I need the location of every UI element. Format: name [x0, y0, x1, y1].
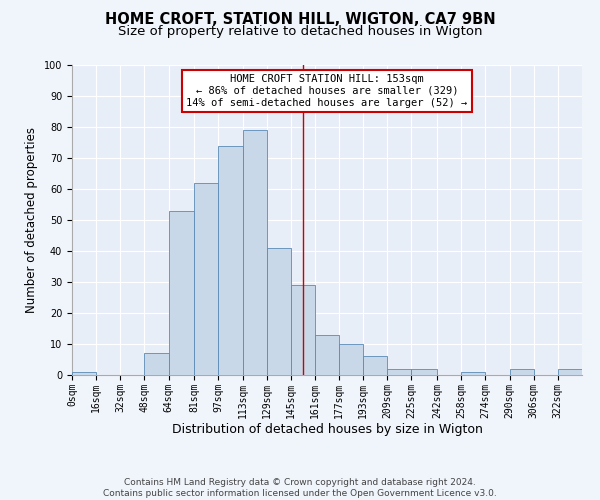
Bar	[266, 248, 291, 375]
Bar	[461, 372, 485, 375]
Bar	[169, 210, 194, 375]
Bar	[363, 356, 388, 375]
Bar	[72, 372, 96, 375]
Text: HOME CROFT, STATION HILL, WIGTON, CA7 9BN: HOME CROFT, STATION HILL, WIGTON, CA7 9B…	[104, 12, 496, 28]
Bar	[145, 354, 169, 375]
X-axis label: Distribution of detached houses by size in Wigton: Distribution of detached houses by size …	[172, 424, 482, 436]
Bar	[218, 146, 242, 375]
Bar	[558, 369, 582, 375]
Text: HOME CROFT STATION HILL: 153sqm
← 86% of detached houses are smaller (329)
14% o: HOME CROFT STATION HILL: 153sqm ← 86% of…	[187, 74, 467, 108]
Bar	[242, 130, 266, 375]
Bar	[388, 369, 412, 375]
Y-axis label: Number of detached properties: Number of detached properties	[25, 127, 38, 313]
Bar	[315, 334, 339, 375]
Text: Size of property relative to detached houses in Wigton: Size of property relative to detached ho…	[118, 25, 482, 38]
Bar	[339, 344, 363, 375]
Text: Contains HM Land Registry data © Crown copyright and database right 2024.
Contai: Contains HM Land Registry data © Crown c…	[103, 478, 497, 498]
Bar	[509, 369, 534, 375]
Bar	[194, 183, 218, 375]
Bar	[291, 285, 315, 375]
Bar	[412, 369, 437, 375]
